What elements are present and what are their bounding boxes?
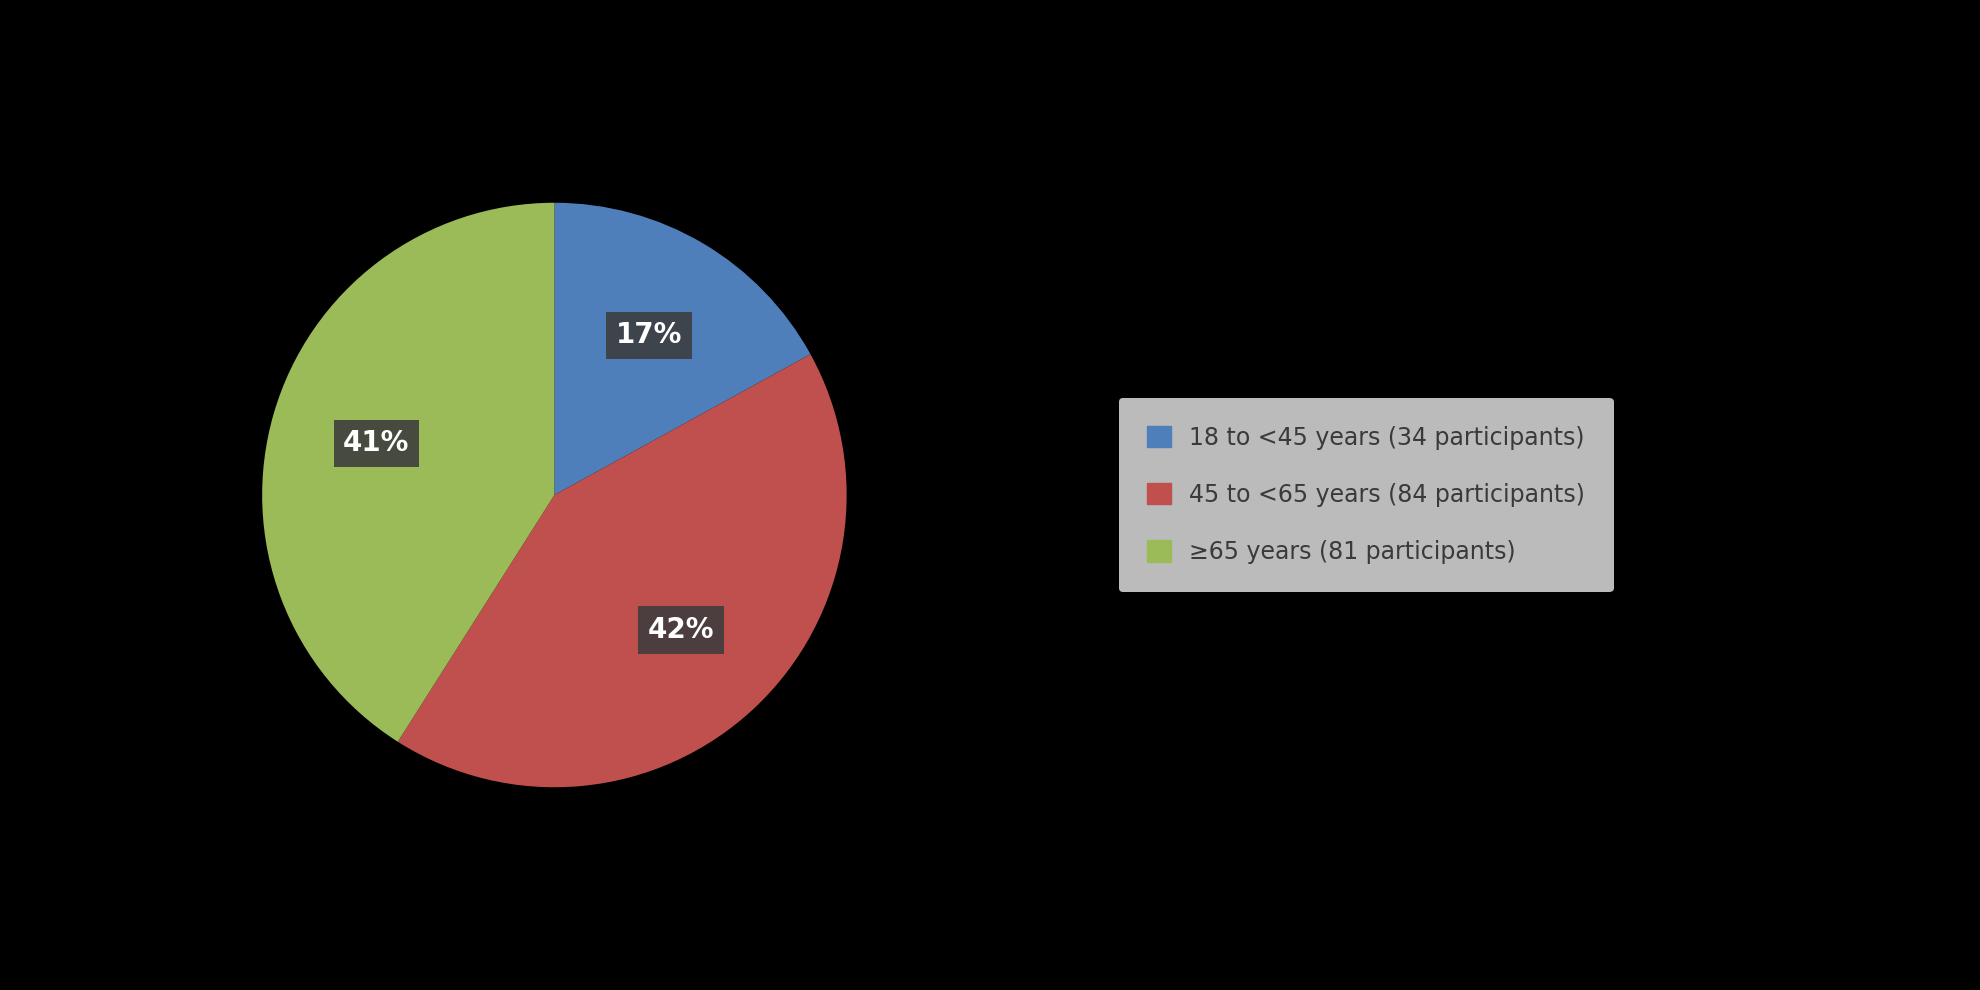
Wedge shape	[554, 203, 810, 495]
Legend: 18 to <45 years (34 participants), 45 to <65 years (84 participants), ≥65 years : 18 to <45 years (34 participants), 45 to…	[1119, 398, 1614, 592]
Text: 41%: 41%	[343, 430, 410, 457]
Wedge shape	[261, 203, 554, 742]
Text: 42%: 42%	[647, 616, 715, 644]
Wedge shape	[398, 354, 847, 787]
Text: 17%: 17%	[616, 322, 681, 349]
